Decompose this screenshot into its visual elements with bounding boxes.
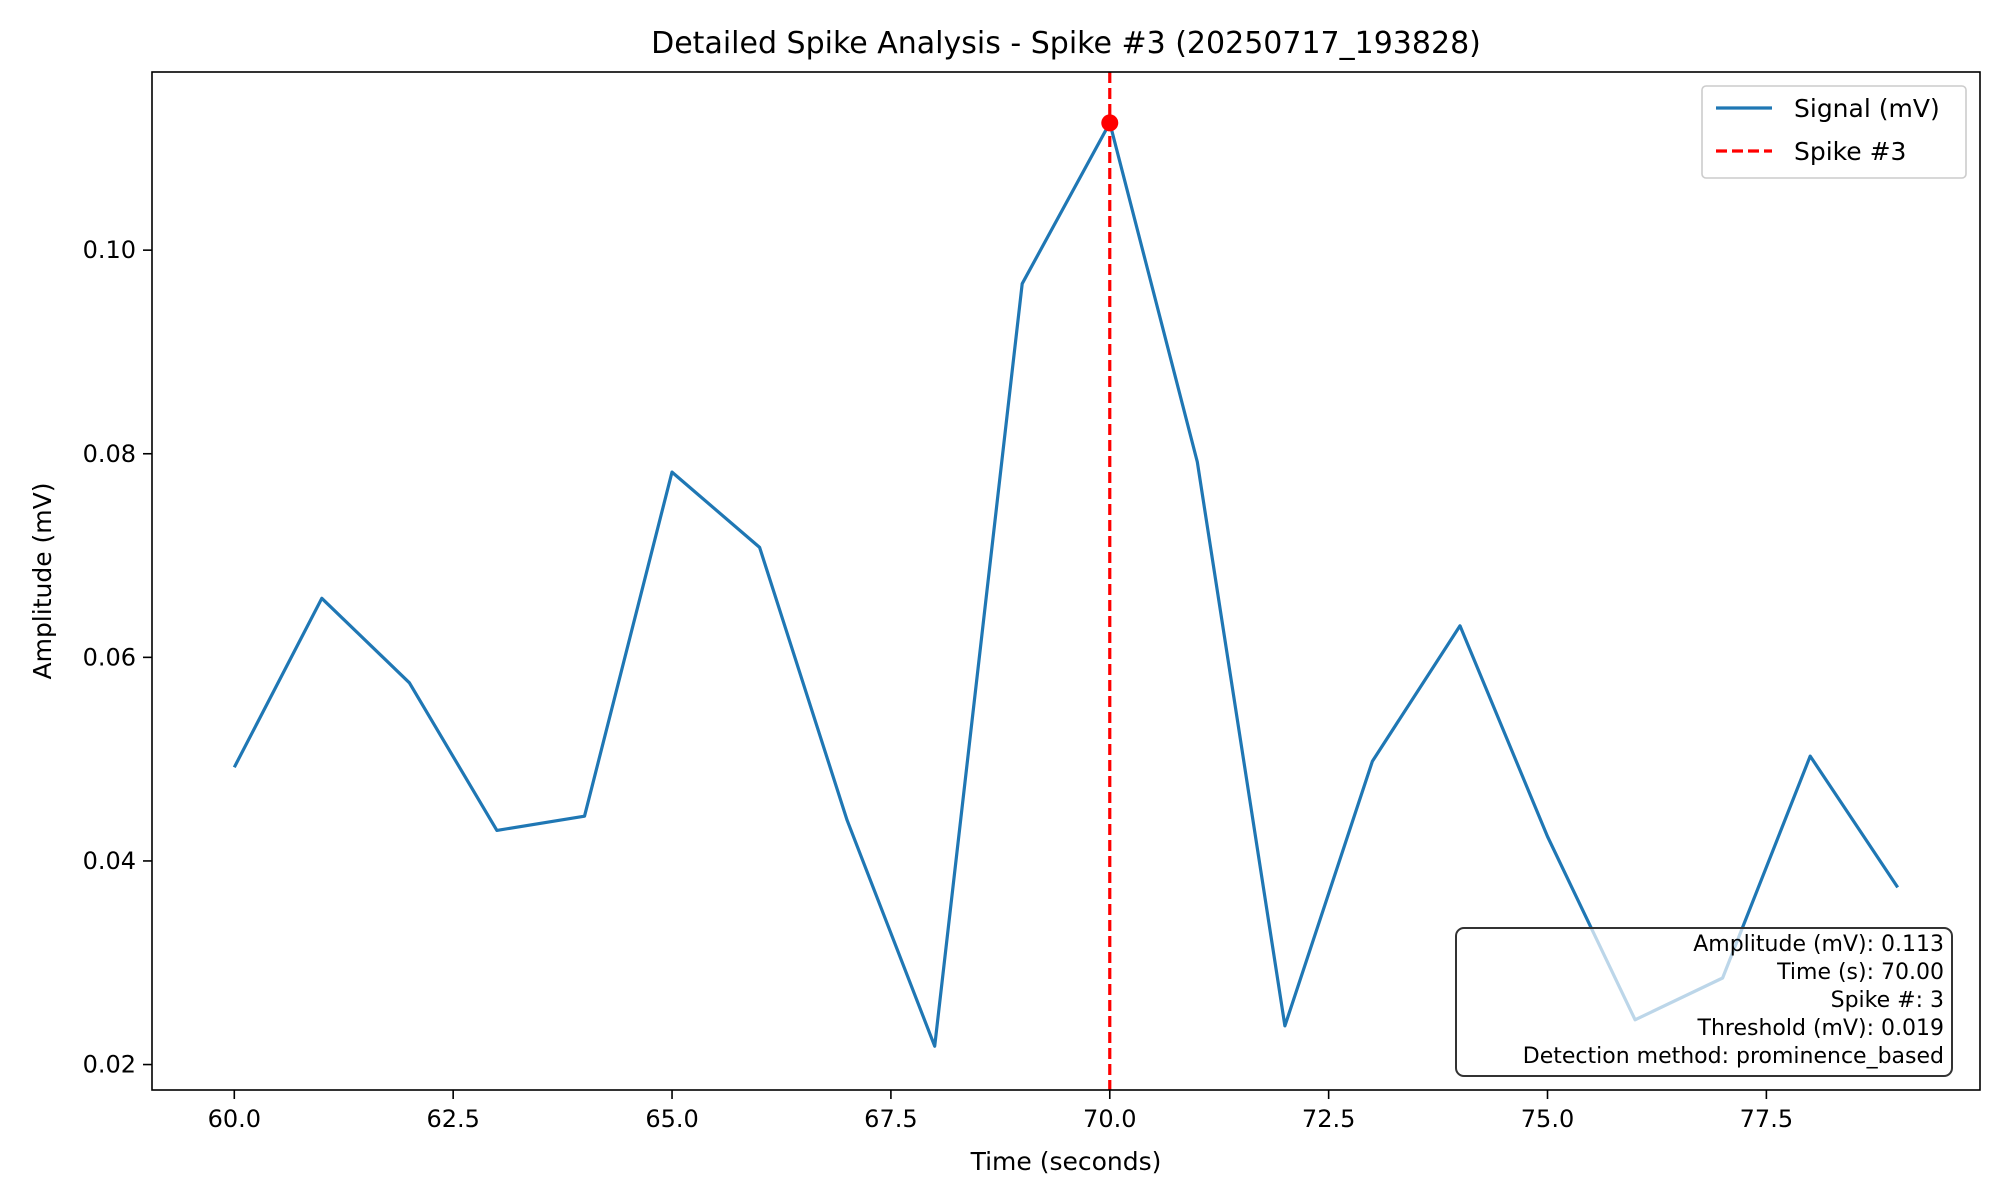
plot-area [152, 72, 1980, 1090]
legend: Signal (mV) Spike #3 [1701, 85, 1967, 179]
x-tick-label: 75.0 [1521, 1105, 1574, 1133]
x-tick-label: 72.5 [1302, 1105, 1355, 1133]
x-tick-label: 77.5 [1740, 1105, 1793, 1133]
x-tick-label: 70.0 [1083, 1105, 1136, 1133]
info-threshold: Threshold (mV): 0.019 [1697, 1016, 1944, 1041]
spike-peak-point [1101, 114, 1119, 132]
legend-signal-label: Signal (mV) [1794, 94, 1940, 123]
spike-layer [1101, 72, 1119, 1090]
x-tick-label: 67.5 [864, 1105, 917, 1133]
info-time: Time (s): 70.00 [1776, 960, 1944, 985]
y-tick-label: 0.02 [83, 1051, 136, 1079]
legend-spike-label: Spike #3 [1794, 137, 1906, 166]
info-detection-method: Detection method: prominence_based [1523, 1044, 1944, 1069]
y-axis-ticks: 0.02 0.04 0.06 0.08 0.10 [83, 236, 152, 1079]
x-tick-label: 65.0 [645, 1105, 698, 1133]
x-tick-label: 60.0 [208, 1105, 261, 1133]
chart-title: Detailed Spike Analysis - Spike #3 (2025… [651, 26, 1481, 61]
x-axis-ticks: 60.0 62.5 65.0 67.5 70.0 72.5 75.0 77.5 [208, 1090, 1793, 1133]
info-box: Amplitude (mV): 0.113 Time (s): 70.00 Sp… [1455, 927, 1953, 1077]
axes-frame [151, 71, 1981, 1091]
y-tick-label: 0.04 [83, 847, 136, 875]
y-tick-label: 0.10 [83, 236, 136, 264]
x-tick-label: 62.5 [426, 1105, 479, 1133]
x-axis-label: Time (seconds) [970, 1147, 1162, 1176]
y-axis-label: Amplitude (mV) [28, 482, 57, 679]
info-amplitude: Amplitude (mV): 0.113 [1693, 932, 1944, 957]
y-tick-label: 0.06 [83, 643, 136, 671]
info-spike-number: Spike #: 3 [1831, 988, 1944, 1013]
info-box-frame [1455, 927, 1953, 1077]
y-tick-label: 0.08 [83, 440, 136, 468]
